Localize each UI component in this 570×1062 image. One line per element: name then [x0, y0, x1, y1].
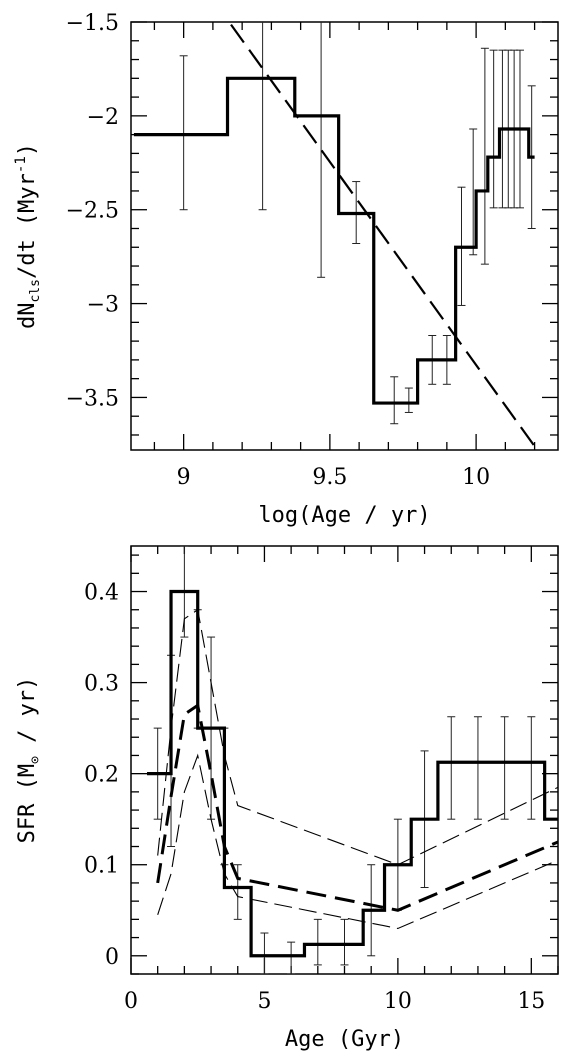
x-axis-label: Age (Gyr) — [285, 1027, 404, 1052]
y-tick-label: −2 — [87, 105, 119, 130]
model-curve-thin — [157, 753, 558, 930]
x-tick-label: 0 — [124, 989, 138, 1014]
x-axis-label: log(Age / yr) — [258, 503, 430, 528]
y-tick-label: −2.5 — [66, 199, 119, 224]
y-tick-label: 0.2 — [84, 763, 119, 788]
y-tick-label: −3 — [87, 293, 119, 318]
y-tick-label: 0 — [105, 945, 119, 970]
plot-frame — [130, 21, 559, 451]
bottom-panel-plot: 0 5 10 15 0 0.1 0.2 0.3 0.4 Age (Gyr) SFR (M⊙ / yr… — [15, 545, 559, 1052]
x-tick-label: 10 — [384, 989, 412, 1014]
top-panel-plot: 9 9.5 10 −1.5 −2 −2.5 −3 −3.5 log(Age / yr) dNcls… — [13, 11, 559, 528]
y-tick-label: 0.4 — [84, 581, 119, 606]
x-tick-label: 5 — [257, 989, 271, 1014]
y-tick-label: −3.5 — [66, 386, 119, 411]
y-axis-label: SFR (M⊙ / yr) — [15, 677, 43, 844]
data-layer — [147, 546, 558, 974]
x-tick-label: 15 — [517, 989, 545, 1014]
data-layer — [133, 22, 536, 447]
x-tick-label: 10 — [462, 465, 490, 490]
model-curve-thick — [156, 702, 558, 912]
x-tick-label: 9 — [177, 465, 191, 490]
y-tick-label: 0.3 — [84, 672, 119, 697]
x-tick-label: 9.5 — [312, 465, 347, 490]
y-axis-label: dNcls/dt (Myr-1) — [13, 143, 43, 329]
y-tick-label: −1.5 — [66, 11, 119, 36]
model-curve-thin — [157, 608, 558, 866]
y-tick-label: 0.1 — [84, 854, 119, 879]
step-histogram — [147, 589, 558, 958]
step-histogram — [133, 76, 535, 405]
